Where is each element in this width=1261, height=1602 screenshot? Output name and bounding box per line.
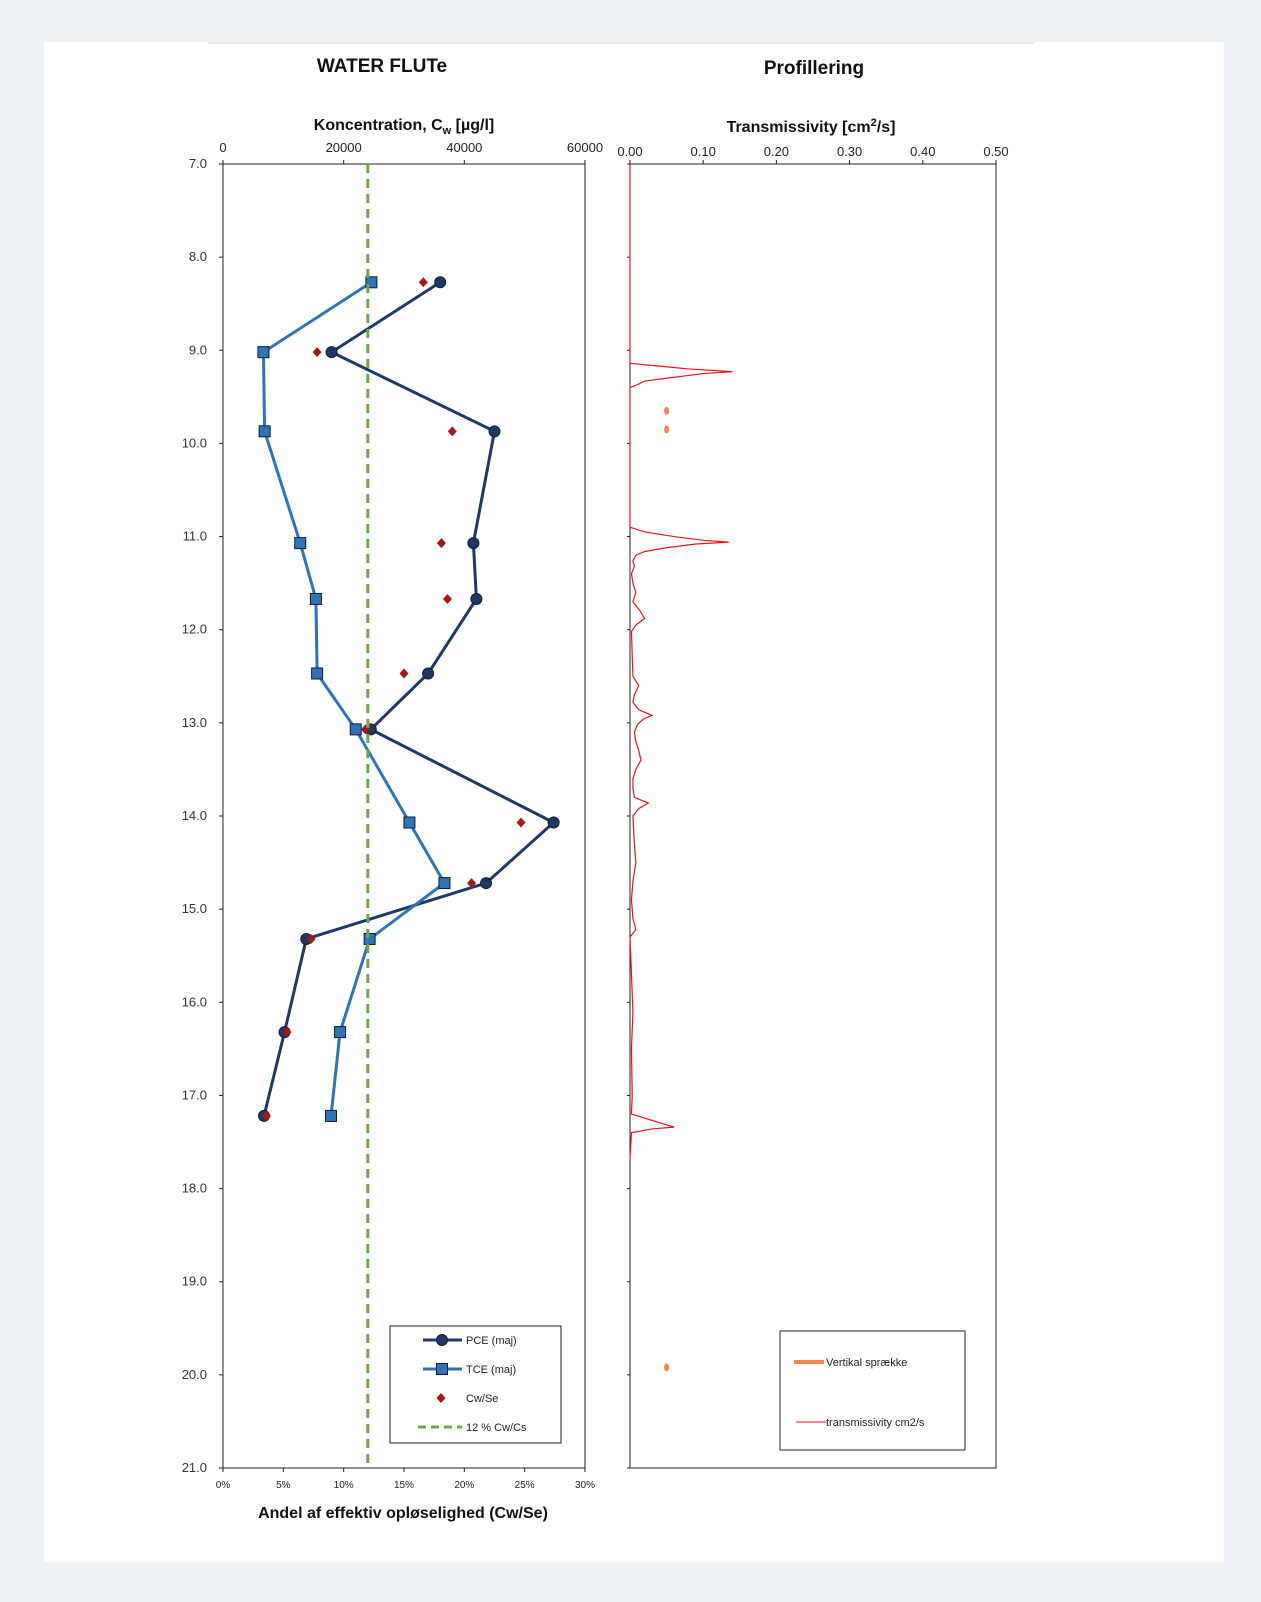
- legend-label: Cw/Se: [466, 1393, 498, 1405]
- bottom-tick-label: 10%: [334, 1480, 354, 1491]
- left-legend-box: [389, 1325, 562, 1444]
- legend-swatch-marker: [436, 1334, 448, 1346]
- data-point-pce: [488, 425, 501, 438]
- depth-tick-label: 20.0: [182, 1367, 207, 1382]
- right-top-tick-label: 0.50: [983, 144, 1008, 159]
- right-panel-title: Profillering: [764, 58, 864, 79]
- data-point-pce: [470, 592, 483, 605]
- data-point-tce: [438, 877, 451, 890]
- data-point-pce: [547, 816, 560, 829]
- data-point-tce: [309, 592, 322, 605]
- legend-label: 12 % Cw/Cs: [466, 1422, 527, 1434]
- legend-label: TCE (maj): [466, 1364, 516, 1376]
- data-point-tce: [403, 816, 416, 829]
- data-point-cw-se: [312, 347, 322, 358]
- series-line-pce: [262, 281, 557, 1117]
- data-point-pce: [434, 276, 447, 289]
- bottom-tick-label: 30%: [575, 1480, 595, 1491]
- data-point-pce: [325, 346, 338, 359]
- legend-label: PCE (maj): [466, 1335, 517, 1347]
- right-top-tick-label: 0.30: [837, 144, 862, 159]
- data-point-cw-se: [418, 277, 428, 288]
- right-legend: Vertikal sprække transmissivity cm2/s: [779, 1330, 966, 1451]
- legend-swatch-marker: [436, 1363, 448, 1375]
- data-point-cw-se: [467, 878, 477, 889]
- vertical-fracture-marker: [664, 1363, 670, 1372]
- right-top-tick-label: 0.10: [691, 144, 716, 159]
- transmissivity-line: [629, 164, 733, 1159]
- right-plot-frame: [629, 163, 997, 1469]
- left-bottom-axis-title: Andel af effektiv opløselighed (Cw/Se): [258, 1505, 548, 1522]
- top-tick-label: 20000: [326, 140, 362, 155]
- depth-tick-label: 15.0: [182, 901, 207, 916]
- left-legend: PCE (maj) TCE (maj) Cw/Se 12 % Cw/Cs: [389, 1325, 562, 1444]
- depth-tick-label: 17.0: [182, 1087, 207, 1102]
- series-line-tce: [261, 281, 447, 1117]
- depth-tick-label: 8.0: [189, 249, 207, 264]
- legend-label: transmissivity cm2/s: [826, 1417, 925, 1429]
- data-point-cw-se: [436, 538, 446, 549]
- bottom-tick-label: 25%: [515, 1480, 535, 1491]
- left-top-axis: 0 20000 40000 60000: [219, 140, 603, 164]
- bottom-tick-label: 5%: [276, 1480, 291, 1491]
- left-top-axis-title: Koncentration, Cw [µg/l]: [314, 117, 494, 137]
- vertical-fracture-marker: [664, 406, 670, 415]
- data-point-tce: [349, 723, 362, 736]
- depth-tick-label: 11.0: [183, 529, 207, 544]
- data-point-cw-se: [399, 668, 409, 679]
- right-series-group: [629, 164, 733, 1372]
- right-top-tick-label: 0.40: [910, 144, 935, 159]
- data-point-pce: [422, 667, 435, 680]
- data-point-tce: [311, 667, 324, 680]
- vertical-fracture-marker: [664, 425, 670, 434]
- top-tick-label: 40000: [446, 140, 482, 155]
- data-point-pce: [480, 877, 493, 890]
- data-point-cw-se: [442, 593, 452, 604]
- legend-swatch-cw-se: [436, 1393, 446, 1403]
- data-point-tce: [334, 1026, 347, 1039]
- right-chart: Profillering Transmissivity [cm2/s] 0.00…: [617, 58, 1009, 1469]
- right-legend-box: [779, 1330, 966, 1451]
- depth-tick-label: 21.0: [182, 1460, 207, 1475]
- data-point-tce: [257, 346, 270, 359]
- data-point-cw-se: [306, 933, 316, 944]
- data-point-tce: [258, 425, 271, 438]
- data-point-tce: [363, 932, 376, 945]
- depth-tick-label: 7.0: [189, 156, 207, 171]
- left-bottom-axis: 0% 5% 10% 15% 20% 25% 30%: [216, 1468, 595, 1491]
- data-point-cw-se: [516, 817, 526, 828]
- bottom-tick-label: 15%: [394, 1480, 414, 1491]
- data-point-tce: [294, 537, 307, 550]
- left-chart: WATER FLUTe Koncentration, Cw [µg/l] 0 20…: [182, 56, 603, 1522]
- bottom-tick-label: 20%: [454, 1480, 474, 1491]
- top-tick-label: 60000: [567, 140, 603, 155]
- data-point-cw-se: [447, 426, 457, 437]
- right-depth-ticks: [627, 163, 630, 1469]
- right-top-tick-label: 0.20: [764, 144, 789, 159]
- right-top-axis-title: Transmissivity [cm2/s]: [727, 117, 896, 136]
- depth-tick-label: 14.0: [182, 808, 207, 823]
- data-point-pce: [467, 537, 480, 550]
- depth-tick-label: 13.0: [182, 715, 207, 730]
- data-point-tce: [365, 276, 378, 289]
- figure-canvas: WATER FLUTe Koncentration, Cw [µg/l] 0 20…: [182, 42, 1034, 1522]
- depth-tick-label: 9.0: [189, 342, 207, 357]
- legend-label: Vertikal sprække: [826, 1357, 907, 1369]
- depth-tick-label: 10.0: [182, 435, 207, 450]
- depth-tick-label: 12.0: [182, 622, 207, 637]
- top-tick-label: 0: [219, 140, 226, 155]
- right-top-axis: 0.00 0.10 0.20 0.30 0.40 0.50: [617, 144, 1009, 164]
- left-panel-title: WATER FLUTe: [317, 56, 447, 77]
- left-series-group: [257, 164, 560, 1468]
- right-top-tick-label: 0.00: [617, 144, 642, 159]
- depth-tick-label: 19.0: [182, 1274, 207, 1289]
- data-point-tce: [324, 1109, 337, 1122]
- depth-tick-label: 18.0: [182, 1181, 207, 1196]
- depth-axis: 7.0 8.0 9.0 10.0 11.0 12.0 13.0 14.0 15.0 16.0 17.…: [182, 156, 223, 1475]
- data-point-cw-se: [261, 1110, 271, 1121]
- bottom-tick-label: 0%: [216, 1480, 231, 1491]
- data-point-cw-se: [282, 1027, 292, 1038]
- depth-tick-label: 16.0: [182, 994, 207, 1009]
- figure-sheet: WATER FLUTe Koncentration, Cw [µg/l] 0 20…: [44, 42, 1224, 1562]
